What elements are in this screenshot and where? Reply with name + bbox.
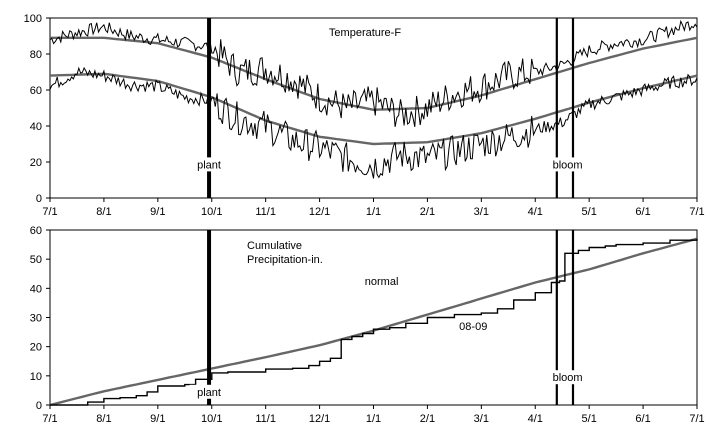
y-tick-label: 10 xyxy=(30,371,42,383)
x-tick-label: 11/1 xyxy=(255,413,276,425)
plot-frame-1 xyxy=(49,229,698,406)
y-tick-label: 0 xyxy=(36,400,42,412)
y-tick-label: 60 xyxy=(30,225,42,237)
series-daily_max-line xyxy=(49,19,698,127)
x-tick-label: 5/1 xyxy=(582,413,597,425)
x-tick-label: 2/1 xyxy=(420,206,435,218)
y-tick-label: 40 xyxy=(30,121,42,133)
annotation-label: bloom xyxy=(553,159,583,171)
series-daily_min-line xyxy=(49,66,698,179)
y-tick-label: 0 xyxy=(36,193,42,205)
annotation-bg xyxy=(189,157,229,172)
chart-title: Cumulative Precipitation-in. xyxy=(247,240,323,266)
x-tick-label: 2/1 xyxy=(420,413,435,425)
x-tick-label: 1/1 xyxy=(366,206,381,218)
chart-title-line: Cumulative xyxy=(247,240,302,252)
x-tick-label: 6/1 xyxy=(635,413,650,425)
series-normal-line xyxy=(49,237,698,407)
annotation-bg xyxy=(358,273,405,288)
chart-title: Temperature-F xyxy=(329,27,401,39)
series-normal_max-line xyxy=(50,36,698,112)
annotation-label: plant xyxy=(197,387,221,399)
x-tick-label: 10/1 xyxy=(201,413,222,425)
annotation-label: normal xyxy=(365,276,399,288)
x-tick-label: 6/1 xyxy=(635,206,650,218)
x-tick-label: 1/1 xyxy=(366,413,381,425)
plot-frame-0 xyxy=(49,17,698,199)
y-tick-label: 40 xyxy=(30,283,42,295)
x-tick-label: 12/1 xyxy=(309,206,330,218)
x-tick-label: 3/1 xyxy=(474,413,489,425)
x-tick-label: 9/1 xyxy=(150,206,165,218)
annotation-bg xyxy=(548,157,588,172)
annotation-label: plant xyxy=(197,159,221,171)
annotation-bg xyxy=(189,384,229,399)
y-tick-label: 80 xyxy=(30,49,42,61)
x-tick-label: 7/1 xyxy=(689,413,704,425)
x-tick-label: 7/1 xyxy=(689,206,704,218)
x-tick-label: 10/1 xyxy=(201,206,222,218)
x-tick-label: 12/1 xyxy=(309,413,330,425)
x-tick-label: 7/1 xyxy=(42,413,57,425)
series-normal_min-line xyxy=(49,72,698,146)
x-tick-label: 4/1 xyxy=(528,413,543,425)
annotation-bg xyxy=(548,370,588,385)
x-tick-label: 9/1 xyxy=(150,413,165,425)
x-tick-label: 8/1 xyxy=(96,413,111,425)
annotation-label: bloom xyxy=(553,372,583,384)
x-tick-label: 7/1 xyxy=(42,206,57,218)
y-tick-label: 20 xyxy=(30,157,42,169)
annotation-label: 08-09 xyxy=(459,321,487,333)
y-tick-label: 30 xyxy=(30,313,42,325)
x-tick-label: 4/1 xyxy=(528,206,543,218)
y-tick-label: 60 xyxy=(30,85,42,97)
x-tick-label: 11/1 xyxy=(255,206,276,218)
y-tick-label: 20 xyxy=(30,342,42,354)
x-tick-label: 8/1 xyxy=(96,206,111,218)
x-tick-label: 5/1 xyxy=(582,206,597,218)
series-08-09-line xyxy=(50,238,698,406)
y-tick-label: 50 xyxy=(30,254,42,266)
annotation-bg xyxy=(453,319,493,334)
x-tick-label: 3/1 xyxy=(474,206,489,218)
y-tick-label: 100 xyxy=(24,13,42,25)
chart-title-line: Precipitation-in. xyxy=(247,254,323,266)
